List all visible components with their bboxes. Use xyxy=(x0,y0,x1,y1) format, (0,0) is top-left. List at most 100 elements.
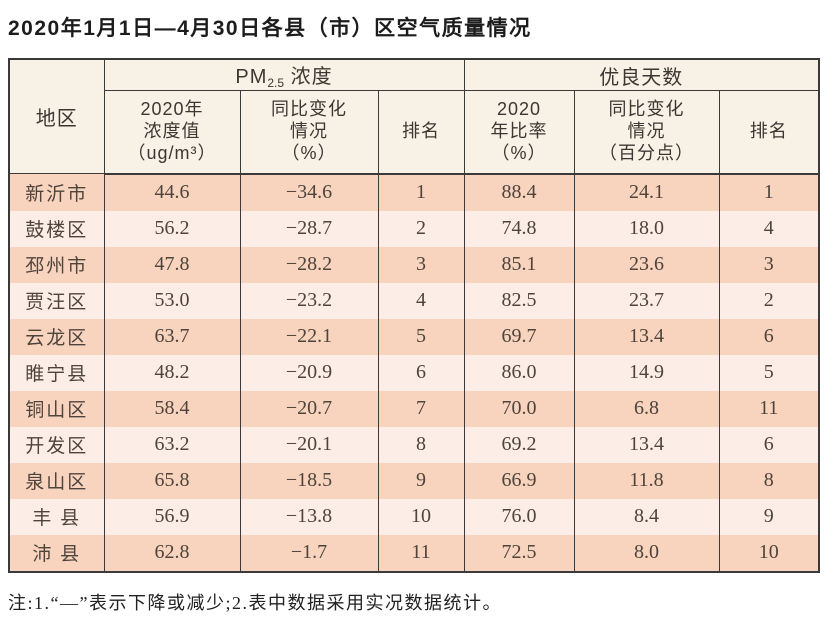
good-rank-header: 排名 xyxy=(718,90,820,175)
good-rate-cell: 74.8 xyxy=(463,210,575,247)
good-rate-cell: 86.0 xyxy=(463,354,575,391)
pm-rank-cell: 6 xyxy=(377,354,465,391)
table-row: 泉山区 65.8 −18.5 9 66.9 11.8 8 xyxy=(8,462,820,499)
pm25-group-header: PM2.5 浓度 xyxy=(103,59,465,91)
air-quality-table: 地区 PM2.5 浓度 优良天数 2020年 浓度值 （ug/m³） 同比变化 … xyxy=(8,58,820,573)
good-change-cell: 6.8 xyxy=(573,390,720,427)
pm-value-cell: 44.6 xyxy=(103,173,241,211)
table-row: 丰 县 56.9 −13.8 10 76.0 8.4 9 xyxy=(8,498,820,535)
region-cell: 泉山区 xyxy=(8,462,105,499)
pm-value-cell: 56.2 xyxy=(103,210,241,247)
page-title: 2020年1月1日—4月30日各县（市）区空气质量情况 xyxy=(8,17,532,40)
region-cell: 鼓楼区 xyxy=(8,210,105,247)
good-change-cell: 23.6 xyxy=(573,246,720,283)
pm-rank-cell: 5 xyxy=(377,318,465,355)
region-cell: 新沂市 xyxy=(8,173,105,211)
pm25-label-main: PM xyxy=(235,66,268,88)
good-rate-header: 2020 年比率 （%） xyxy=(463,90,575,175)
sub-header-row: 2020年 浓度值 （ug/m³） 同比变化 情况 （%） 排名 2020 年比… xyxy=(9,90,820,175)
pm-rank-cell: 9 xyxy=(377,462,465,499)
pm-value-cell: 58.4 xyxy=(103,390,241,427)
region-cell: 贾汪区 xyxy=(8,282,105,319)
good-rank-cell: 11 xyxy=(718,390,820,427)
region-cell: 云龙区 xyxy=(8,318,105,355)
pm-change-cell: −22.1 xyxy=(239,318,379,355)
pm-change-cell: −18.5 xyxy=(239,462,379,499)
good-rate-cell: 72.5 xyxy=(463,534,575,572)
good-rank-cell: 6 xyxy=(718,318,820,355)
region-column-header: 地区 xyxy=(8,59,105,174)
good-change-cell: 8.0 xyxy=(573,534,720,572)
good-rate-cell: 66.9 xyxy=(463,462,575,499)
pm-value-cell: 53.0 xyxy=(103,282,241,319)
table-row: 邳州市 47.8 −28.2 3 85.1 23.6 3 xyxy=(8,246,820,283)
table-row: 新沂市 44.6 −34.6 1 88.4 24.1 1 xyxy=(8,173,820,211)
good-rate-cell: 85.1 xyxy=(463,246,575,283)
good-change-cell: 23.7 xyxy=(573,282,720,319)
pm-rank-cell: 8 xyxy=(377,426,465,463)
table-row: 贾汪区 53.0 −23.2 4 82.5 23.7 2 xyxy=(8,282,820,319)
pm-change-cell: −20.7 xyxy=(239,390,379,427)
pm-rank-cell: 7 xyxy=(377,390,465,427)
good-change-cell: 18.0 xyxy=(573,210,720,247)
good-change-cell: 13.4 xyxy=(573,318,720,355)
good-rank-cell: 2 xyxy=(718,282,820,319)
pm-rank-cell: 11 xyxy=(377,534,465,572)
good-rate-cell: 76.0 xyxy=(463,498,575,535)
pm-rank-cell: 3 xyxy=(377,246,465,283)
good-rank-cell: 5 xyxy=(718,354,820,391)
pm-rank-cell: 1 xyxy=(377,173,465,211)
pm-value-cell: 63.7 xyxy=(103,318,241,355)
pm-rank-cell: 10 xyxy=(377,498,465,535)
pm-value-cell: 48.2 xyxy=(103,354,241,391)
good-rank-cell: 1 xyxy=(718,173,820,211)
pm-value-cell: 56.9 xyxy=(103,498,241,535)
region-cell: 睢宁县 xyxy=(8,354,105,391)
pm-rank-cell: 2 xyxy=(377,210,465,247)
table-body: 新沂市 44.6 −34.6 1 88.4 24.1 1 鼓楼区 56.2 −2… xyxy=(8,173,820,572)
pm-value-cell: 65.8 xyxy=(103,462,241,499)
region-cell: 开发区 xyxy=(8,426,105,463)
good-change-cell: 13.4 xyxy=(573,426,720,463)
region-cell: 邳州市 xyxy=(8,246,105,283)
table-row: 开发区 63.2 −20.1 8 69.2 13.4 6 xyxy=(8,426,820,463)
pm-rank-header: 排名 xyxy=(377,90,465,175)
pm-value-cell: 63.2 xyxy=(103,426,241,463)
table-row: 铜山区 58.4 −20.7 7 70.0 6.8 11 xyxy=(8,390,820,427)
good-change-cell: 8.4 xyxy=(573,498,720,535)
good-change-cell: 14.9 xyxy=(573,354,720,391)
pm-change-cell: −1.7 xyxy=(239,534,379,572)
good-days-group-header: 优良天数 xyxy=(463,59,820,91)
good-rate-cell: 70.0 xyxy=(463,390,575,427)
pm-change-cell: −28.2 xyxy=(239,246,379,283)
pm-change-cell: −34.6 xyxy=(239,173,379,211)
pm-change-header: 同比变化 情况 （%） xyxy=(239,90,379,175)
pm-value-cell: 47.8 xyxy=(103,246,241,283)
good-rank-cell: 8 xyxy=(718,462,820,499)
good-rank-cell: 9 xyxy=(718,498,820,535)
table-footnote: 注:1.“—”表示下降或减少;2.表中数据采用实况数据统计。 xyxy=(8,592,502,613)
pm25-label-rest: 浓度 xyxy=(284,66,333,88)
good-rate-cell: 69.7 xyxy=(463,318,575,355)
pm-change-cell: −28.7 xyxy=(239,210,379,247)
region-cell: 铜山区 xyxy=(8,390,105,427)
pm-change-cell: −23.2 xyxy=(239,282,379,319)
good-change-cell: 24.1 xyxy=(573,173,720,211)
good-change-cell: 11.8 xyxy=(573,462,720,499)
good-rank-cell: 10 xyxy=(718,534,820,572)
region-cell: 沛 县 xyxy=(8,534,105,572)
pm-change-cell: −20.9 xyxy=(239,354,379,391)
region-cell: 丰 县 xyxy=(8,498,105,535)
group-header-row: 地区 PM2.5 浓度 优良天数 xyxy=(8,59,820,174)
good-rank-cell: 4 xyxy=(718,210,820,247)
good-rate-cell: 88.4 xyxy=(463,173,575,211)
pm-change-cell: −20.1 xyxy=(239,426,379,463)
pm25-label-subscript: 2.5 xyxy=(267,76,285,90)
good-rank-cell: 6 xyxy=(718,426,820,463)
table-header: 地区 PM2.5 浓度 优良天数 2020年 浓度值 （ug/m³） 同比变化 … xyxy=(8,59,820,175)
pm-value-header: 2020年 浓度值 （ug/m³） xyxy=(103,90,241,175)
pm-value-cell: 62.8 xyxy=(103,534,241,572)
good-change-header: 同比变化 情况 （百分点） xyxy=(573,90,720,175)
table-row: 云龙区 63.7 −22.1 5 69.7 13.4 6 xyxy=(8,318,820,355)
